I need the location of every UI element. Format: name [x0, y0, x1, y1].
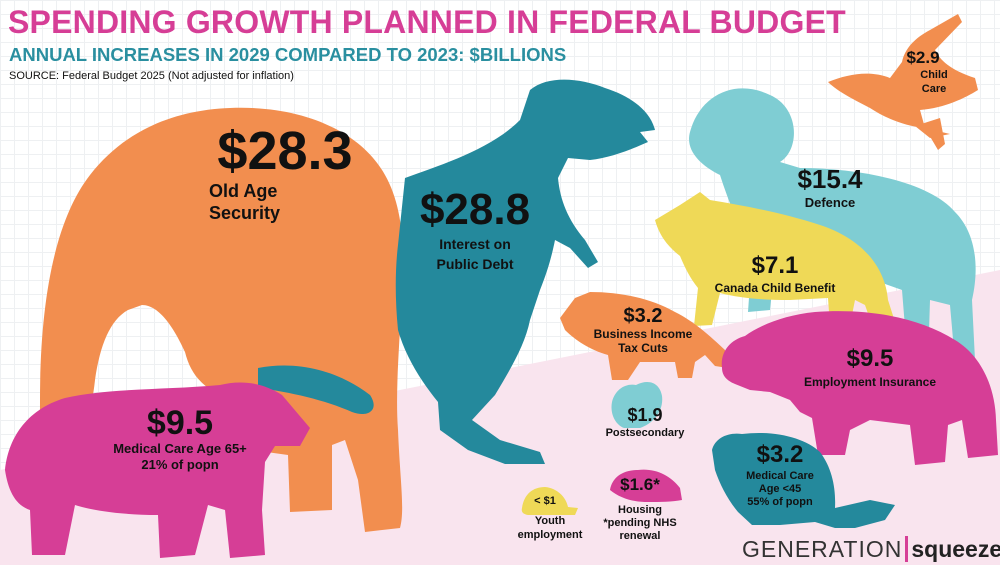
raccoon-shape	[560, 292, 728, 380]
beaver-shape	[712, 432, 895, 528]
desc-old-age-security-1: Old Age	[209, 181, 278, 201]
desc-business-income-tax-2: Tax Cuts	[618, 341, 668, 355]
desc-child-care-1: Child	[920, 69, 948, 81]
label-medical-care-45: $3.2 Medical Care Age <45 55% of popn	[735, 440, 825, 509]
chart-title: SPENDING GROWTH PLANNED IN FEDERAL BUDGE…	[8, 4, 846, 40]
beaver-icon	[712, 432, 895, 528]
dinosaur-icon	[258, 79, 655, 464]
label-business-income-tax: $3.2 Business Income Tax Cuts	[578, 305, 708, 355]
desc-canada-child-benefit: Canada Child Benefit	[714, 281, 836, 295]
wolf-shape	[655, 192, 895, 326]
desc-interest-on-debt-2: Public Debt	[436, 256, 514, 272]
elephant-shape	[39, 107, 404, 532]
wolf-icon	[655, 192, 895, 326]
value-youth-employment: < $1	[534, 495, 556, 507]
value-postsecondary: $1.9	[627, 405, 663, 425]
label-child-care: $2.9 Child Care	[888, 48, 958, 96]
desc-housing-3: renewal	[619, 530, 661, 542]
desc-housing-1: Housing	[618, 504, 662, 516]
desc-medical-care-65-2: 21% of popn	[141, 457, 219, 472]
label-postsecondary: $1.9 Postsecondary	[590, 404, 700, 440]
mouse-icon	[610, 469, 682, 502]
bear-icon-right	[721, 311, 998, 465]
bear-l-shape	[5, 382, 310, 558]
label-interest-on-debt: $28.8 Interest on Public Debt	[410, 186, 540, 274]
goose-shape	[828, 14, 978, 150]
label-youth-employment: < $1 Youth employment	[505, 494, 595, 542]
brand-divider	[905, 536, 909, 562]
value-employment-insurance: $9.5	[846, 345, 894, 372]
desc-interest-on-debt-1: Interest on	[439, 236, 511, 252]
raccoon-icon	[560, 292, 728, 380]
desc-medical-care-45-1: Medical Care	[746, 470, 814, 482]
bear-icon-left	[5, 382, 310, 558]
desc-postsecondary: Postsecondary	[605, 427, 685, 439]
value-business-income-tax: $3.2	[623, 305, 663, 327]
desc-old-age-security-2: Security	[209, 203, 281, 223]
elephant-icon	[39, 107, 404, 532]
desc-medical-care-45-3: 55% of popn	[747, 496, 813, 508]
snail-shape	[521, 487, 578, 515]
desc-youth-employment-1: Youth	[534, 515, 566, 527]
desc-medical-care-45-2: Age <45	[758, 483, 802, 495]
squirrel-icon	[611, 382, 663, 428]
bear-r-shape	[721, 311, 998, 465]
label-employment-insurance: $9.5 Employment Insurance	[790, 344, 950, 390]
desc-defence: Defence	[804, 195, 856, 210]
label-defence: $15.4 Defence	[780, 164, 880, 212]
desc-business-income-tax-1: Business Income	[593, 327, 693, 341]
brand-logo: GENERATION squeeze	[742, 536, 1000, 563]
squirrel-shape	[611, 382, 663, 428]
mouse-shape	[610, 469, 682, 502]
brand-part-1: GENERATION	[742, 536, 903, 562]
value-interest-on-debt: $28.8	[419, 185, 531, 234]
snail-icon	[521, 487, 578, 515]
brand-part-2: squeeze	[911, 536, 1000, 562]
label-canada-child-benefit: $7.1 Canada Child Benefit	[700, 252, 850, 296]
value-canada-child-benefit: $7.1	[751, 252, 799, 279]
chart-subtitle: ANNUAL INCREASES IN 2029 COMPARED TO 202…	[9, 44, 567, 65]
dino-shape	[258, 79, 655, 464]
desc-medical-care-65-1: Medical Care Age 65+	[113, 441, 247, 456]
value-medical-care-65: $9.5	[146, 404, 214, 442]
value-old-age-security: $28.3	[217, 121, 353, 181]
desc-housing-2: *pending NHS	[603, 517, 677, 529]
source-note: SOURCE: Federal Budget 2025 (Not adjuste…	[9, 70, 294, 82]
desc-employment-insurance: Employment Insurance	[803, 375, 937, 389]
value-housing: $1.6*	[620, 475, 660, 494]
value-medical-care-45: $3.2	[756, 441, 804, 468]
goose-icon	[828, 14, 978, 150]
label-housing: $1.6* Housing *pending NHS renewal	[595, 474, 685, 543]
value-child-care: $2.9	[906, 48, 940, 67]
value-defence: $15.4	[797, 164, 863, 194]
desc-youth-employment-2: employment	[517, 529, 583, 541]
label-medical-care-65: $9.5 Medical Care Age 65+ 21% of popn	[85, 405, 275, 473]
label-old-age-security: $28.3 Old Age Security	[205, 122, 365, 224]
desc-child-care-2: Care	[921, 83, 947, 95]
